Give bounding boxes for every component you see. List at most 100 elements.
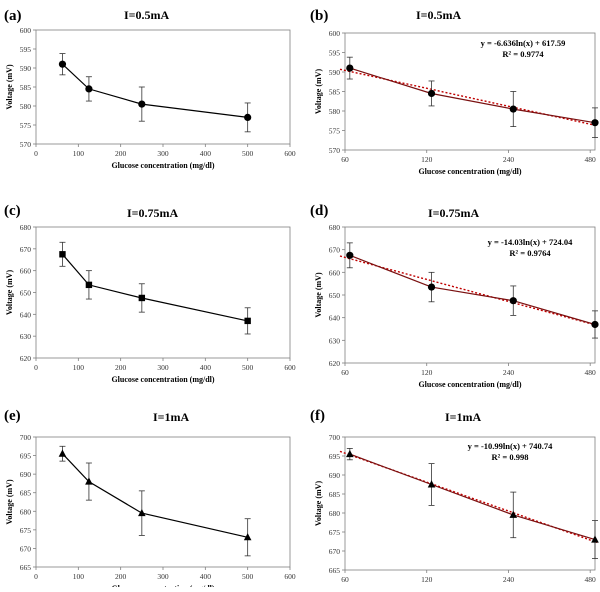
x-tick-label: 500 [242,363,254,372]
panel-label: (e) [4,408,21,424]
x-tick-label: 400 [200,149,212,158]
y-tick-label: 675 [20,526,32,535]
x-axis-label: Glucose concentration (mg/dl) [111,375,214,384]
y-tick-label: 670 [329,547,341,556]
x-tick-label: 480 [585,368,597,377]
data-point [346,449,354,458]
data-point [58,449,67,457]
panel-label: (b) [310,8,328,24]
data-point [85,281,93,289]
chart-title: I=1mA [445,410,482,424]
panel-label: (a) [4,8,22,24]
plot-frame [35,226,291,359]
plot-frame [344,32,596,151]
data-point [591,535,599,543]
data-point [85,477,93,485]
chart-panel-b: (b) I=0.5mA 570 575 580 585 590 595 600 60 120 240 4… [310,8,599,176]
y-tick-label: 585 [20,83,32,92]
x-tick-label: 240 [503,368,515,377]
chart-title: I=0.5mA [124,8,170,22]
x-tick-label: 100 [73,363,85,372]
y-tick-label: 600 [20,26,32,35]
y-tick-label: 650 [329,291,341,300]
x-tick-label: 400 [200,363,212,372]
y-axis-label: Voltage (mV) [314,481,323,527]
y-axis-label: Voltage (mV) [5,479,14,525]
chart-panel-a: (a) I=0.5mA 570 575 580 585 590 595 600 0 100 200 30… [4,8,296,170]
y-tick-label: 670 [20,544,32,553]
data-point [427,480,436,488]
data-point [346,64,354,72]
y-tick-label: 700 [329,433,341,442]
x-tick-label: 120 [421,368,433,377]
plot-frame [35,29,291,145]
data-point [427,89,436,98]
y-tick-label: 660 [20,267,32,276]
chart-panel-e: (e) I=1mA 665 670 675 680 685 690 695 700 0 100 200 3… [4,408,296,592]
y-axis-label: Voltage (mV) [5,64,14,110]
series-line [62,453,248,538]
data-point [138,100,146,108]
y-tick-label: 685 [20,489,32,498]
data-point [591,320,599,329]
chart-panel-d: (d) I=0.75mA 620 630 640 650 660 670 680 60 120 240… [310,203,599,389]
y-tick-label: 695 [20,452,32,461]
x-tick-label: 400 [200,572,212,581]
y-tick-label: 630 [20,332,32,341]
data-point [138,294,146,302]
y-axis-label: Voltage (mV) [314,272,323,318]
x-tick-label: 480 [585,155,597,164]
data-point [85,85,93,93]
x-tick-label: 0 [34,363,38,372]
data-point [58,60,67,68]
y-tick-label: 665 [20,563,32,572]
y-tick-label: 630 [329,336,341,345]
data-point [509,105,517,113]
y-axis-label: Voltage (mV) [5,270,14,316]
x-tick-label: 300 [157,149,169,158]
y-axis-label: Voltage (mV) [314,69,323,115]
x-tick-label: 500 [242,572,254,581]
x-tick-label: 600 [284,572,296,581]
y-tick-label: 680 [20,507,32,516]
y-tick-label: 590 [20,64,32,73]
series-line [349,254,596,326]
y-tick-label: 650 [20,289,32,298]
x-tick-label: 0 [34,149,38,158]
y-tick-label: 680 [329,223,341,232]
trend-equation: y = -10.99ln(x) + 740.74 [468,441,554,451]
y-tick-label: 575 [329,127,341,136]
x-tick-label: 480 [585,575,597,584]
x-tick-label: 200 [115,363,127,372]
x-tick-label: 60 [341,155,349,164]
series-line [349,453,596,541]
y-tick-label: 580 [20,102,32,111]
series-line [62,253,248,322]
r-squared: R² = 0.9774 [502,49,544,59]
y-tick-label: 575 [20,121,32,130]
data-point [591,119,599,127]
x-axis-label: Glucose concentration (mg/dl) [111,161,214,170]
x-axis-label: Glucose concentration (mg/dl) [418,380,521,389]
plot-frame [344,226,596,364]
x-tick-label: 60 [341,575,349,584]
chart-panel-c: (c) I=0.75mA 620 630 640 650 660 670 680 0 100 200 3… [4,203,296,384]
x-tick-label: 120 [421,155,433,164]
y-tick-label: 680 [20,223,32,232]
series-line [349,67,596,124]
y-tick-label: 700 [20,433,32,442]
x-tick-label: 300 [157,363,169,372]
y-tick-label: 595 [20,45,32,54]
y-tick-label: 660 [329,268,341,277]
x-tick-label: 120 [421,575,433,584]
x-tick-label: 240 [503,575,515,584]
data-point [244,113,252,121]
x-axis-label: Glucose concentration (mg/dl) [418,167,521,176]
x-tick-label: 200 [115,572,127,581]
r-squared: R² = 0.998 [492,452,529,462]
plot-frame [35,436,291,568]
data-point [346,251,354,259]
chart-title: I=1mA [153,410,190,424]
y-tick-label: 690 [329,471,341,480]
